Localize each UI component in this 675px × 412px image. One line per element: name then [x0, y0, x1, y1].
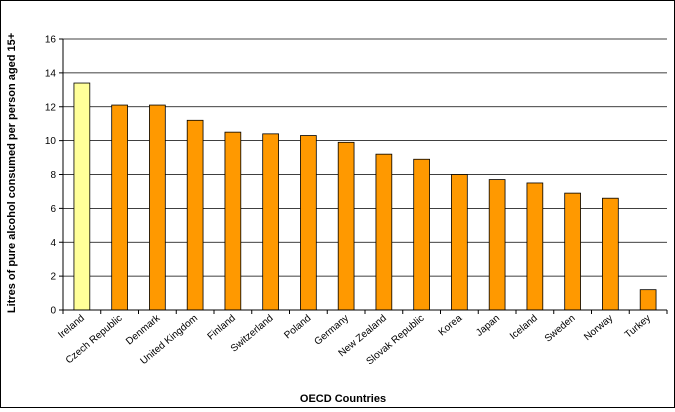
bar-turkey: [639, 289, 657, 311]
bar-iceland: [526, 182, 544, 311]
x-tick-label: Korea: [437, 313, 465, 339]
x-axis-title: OECD Countries: [300, 393, 386, 405]
x-tick-label: Ireland: [56, 313, 86, 341]
bar-korea: [451, 174, 468, 311]
bar-denmark: [149, 104, 166, 311]
y-axis-title: Litres of pure alcohol consumed per pers…: [6, 33, 18, 313]
x-tick-label: Japan: [474, 313, 502, 339]
y-tick-label: 14: [45, 68, 57, 79]
bar-ireland: [73, 82, 91, 311]
x-tick-label: Turkey: [623, 313, 653, 341]
y-tick-label: 16: [45, 35, 57, 46]
bar-japan: [488, 179, 506, 311]
bar-finland: [224, 131, 242, 311]
bar-sweden: [564, 192, 581, 311]
x-tick-label: Sweden: [543, 313, 578, 345]
y-tick-label: 12: [45, 102, 57, 113]
bar-switzerland: [262, 133, 279, 311]
x-tick-label: Poland: [282, 313, 313, 341]
bar-new-zealand: [375, 153, 393, 311]
x-tick-label: Norway: [582, 313, 615, 343]
x-tick-label: Finland: [206, 313, 238, 343]
y-tick-label: 6: [50, 204, 56, 215]
bar-czech-republic: [111, 104, 128, 311]
y-tick-label: 8: [50, 170, 56, 181]
bar-united-kingdom: [186, 119, 204, 311]
y-axis-ticks: 0 2 4 6 8 10 12 14 16: [45, 35, 63, 317]
x-tick-label: Iceland: [508, 313, 540, 342]
y-tick-label: 2: [50, 272, 56, 283]
y-tick-label: 0: [50, 306, 56, 317]
bar-norway: [602, 197, 619, 311]
y-tick-label: 4: [50, 238, 56, 249]
bar-poland: [300, 135, 317, 311]
bar-germany: [337, 141, 355, 311]
bar-slovak-republic: [413, 158, 430, 311]
y-tick-label: 10: [45, 136, 57, 147]
